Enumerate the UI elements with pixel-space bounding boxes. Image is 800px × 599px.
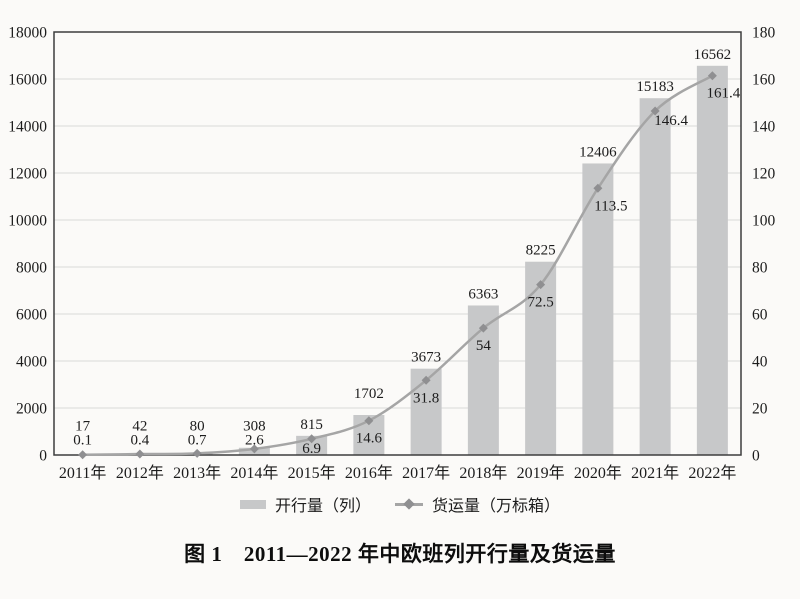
- y-axis-right-tick-label: 180: [752, 25, 776, 42]
- bar-value-label: 6363: [468, 286, 498, 302]
- y-axis-left-tick-label: 10000: [8, 213, 47, 230]
- line-value-label: 161.4: [707, 86, 741, 102]
- bar-value-label: 3673: [411, 350, 441, 366]
- marker-2018年: [478, 323, 488, 333]
- bar-value-label: 815: [300, 417, 323, 433]
- bar-value-label: 308: [243, 419, 266, 435]
- line-value-label: 72.5: [528, 295, 554, 311]
- y-axis-left-tick-label: 12000: [8, 166, 47, 183]
- y-axis-left-tick-label: 8000: [16, 260, 47, 277]
- bar-value-label: 17: [75, 419, 91, 435]
- x-axis-label: 2022年: [688, 464, 736, 482]
- bar-value-label: 80: [190, 419, 205, 435]
- y-axis-right-tick-label: 80: [752, 260, 768, 277]
- x-axis-label: 2013年: [173, 464, 221, 482]
- bar-value-label: 1702: [354, 386, 384, 402]
- bar-swatch-icon: [239, 499, 266, 509]
- line-value-label: 0.7: [188, 433, 207, 449]
- legend-bar-label: 开行量（列）: [274, 498, 371, 515]
- legend-line-label: 货运量（万标箱）: [432, 498, 561, 515]
- marker-2020年: [593, 183, 603, 193]
- line-swatch-icon: [395, 497, 423, 510]
- y-axis-right-tick-label: 20: [752, 401, 768, 418]
- bar-2019年: [525, 261, 557, 455]
- marker-2021年: [650, 106, 660, 116]
- marker-2012年: [135, 449, 145, 459]
- y-axis-right-tick-label: 120: [752, 166, 776, 183]
- figure-caption: 图 1 2011—2022 年中欧班列开行量及货运量: [184, 542, 616, 566]
- x-axis-label: 2012年: [116, 464, 164, 482]
- y-axis-left-tick-label: 0: [39, 448, 47, 465]
- bar-2020年: [582, 163, 614, 456]
- line-value-label: 146.4: [654, 113, 688, 129]
- marker-2011年: [78, 450, 88, 460]
- marker-2017年: [421, 375, 431, 385]
- bar-2022年: [696, 65, 728, 455]
- x-axis-label: 2017年: [402, 464, 450, 482]
- marker-2014年: [249, 444, 259, 454]
- bar-value-label: 42: [132, 419, 147, 435]
- y-axis-right-tick-label: 100: [752, 213, 776, 230]
- x-axis-label: 2015年: [288, 464, 336, 482]
- line-value-label: 6.9: [302, 441, 321, 457]
- line-value-label: 2.6: [245, 433, 264, 449]
- line-value-label: 31.8: [413, 390, 439, 406]
- line-value-label: 0.1: [73, 433, 92, 449]
- line-value-label: 0.4: [131, 433, 150, 449]
- x-axis-label: 2016年: [345, 464, 393, 482]
- marker-2015年: [307, 434, 317, 444]
- chart-legend: 开行量（列） 货运量（万标箱）: [0, 492, 800, 516]
- y-axis-right-tick-label: 140: [752, 119, 776, 136]
- bar-value-label: 12406: [579, 144, 617, 160]
- x-axis-label: 2018年: [459, 464, 507, 482]
- y-axis-right-tick-label: 40: [752, 354, 768, 371]
- bar-2021年: [639, 98, 671, 456]
- y-axis-right-tick-label: 0: [752, 448, 760, 465]
- x-axis-label: 2019年: [517, 464, 565, 482]
- line-value-label: 113.5: [594, 198, 627, 214]
- bar-value-label: 8225: [526, 243, 556, 259]
- series-line: [82, 74, 714, 457]
- y-axis-left-tick-label: 18000: [8, 25, 47, 42]
- bar-value-label: 16562: [694, 47, 732, 63]
- x-axis-label: 2014年: [230, 464, 278, 482]
- marker-2019年: [536, 280, 546, 290]
- legend-item-bar-series: 开行量（列）: [239, 492, 371, 516]
- x-axis-label: 2020年: [574, 464, 622, 482]
- legend-item-line-series: 货运量（万标箱）: [395, 492, 560, 516]
- marker-2016年: [364, 416, 374, 426]
- diamond-marker-icon: [403, 497, 415, 510]
- line-value-label: 54: [476, 338, 492, 354]
- combo-chart: 0 2000 4000 6000 8000 10000 12000 14000 16000 180…: [8, 25, 776, 483]
- y-axis-left-tick-label: 14000: [8, 119, 47, 136]
- bar-value-label: 15183: [636, 79, 674, 95]
- marker-2013年: [192, 448, 202, 458]
- y-axis-right-tick-label: 160: [752, 72, 776, 89]
- y-axis-left-tick-label: 16000: [8, 72, 47, 89]
- line-value-label: 14.6: [356, 431, 383, 447]
- x-axis-label: 2011年: [59, 464, 106, 482]
- marker-2022年: [707, 71, 717, 81]
- y-axis-left-tick-label: 6000: [16, 307, 47, 324]
- y-axis-right-tick-label: 60: [752, 307, 768, 324]
- plot-border: [53, 31, 742, 456]
- x-axis-label: 2021年: [631, 464, 679, 482]
- y-axis-left-tick-label: 4000: [16, 354, 47, 371]
- y-axis-left-tick-label: 2000: [16, 401, 47, 418]
